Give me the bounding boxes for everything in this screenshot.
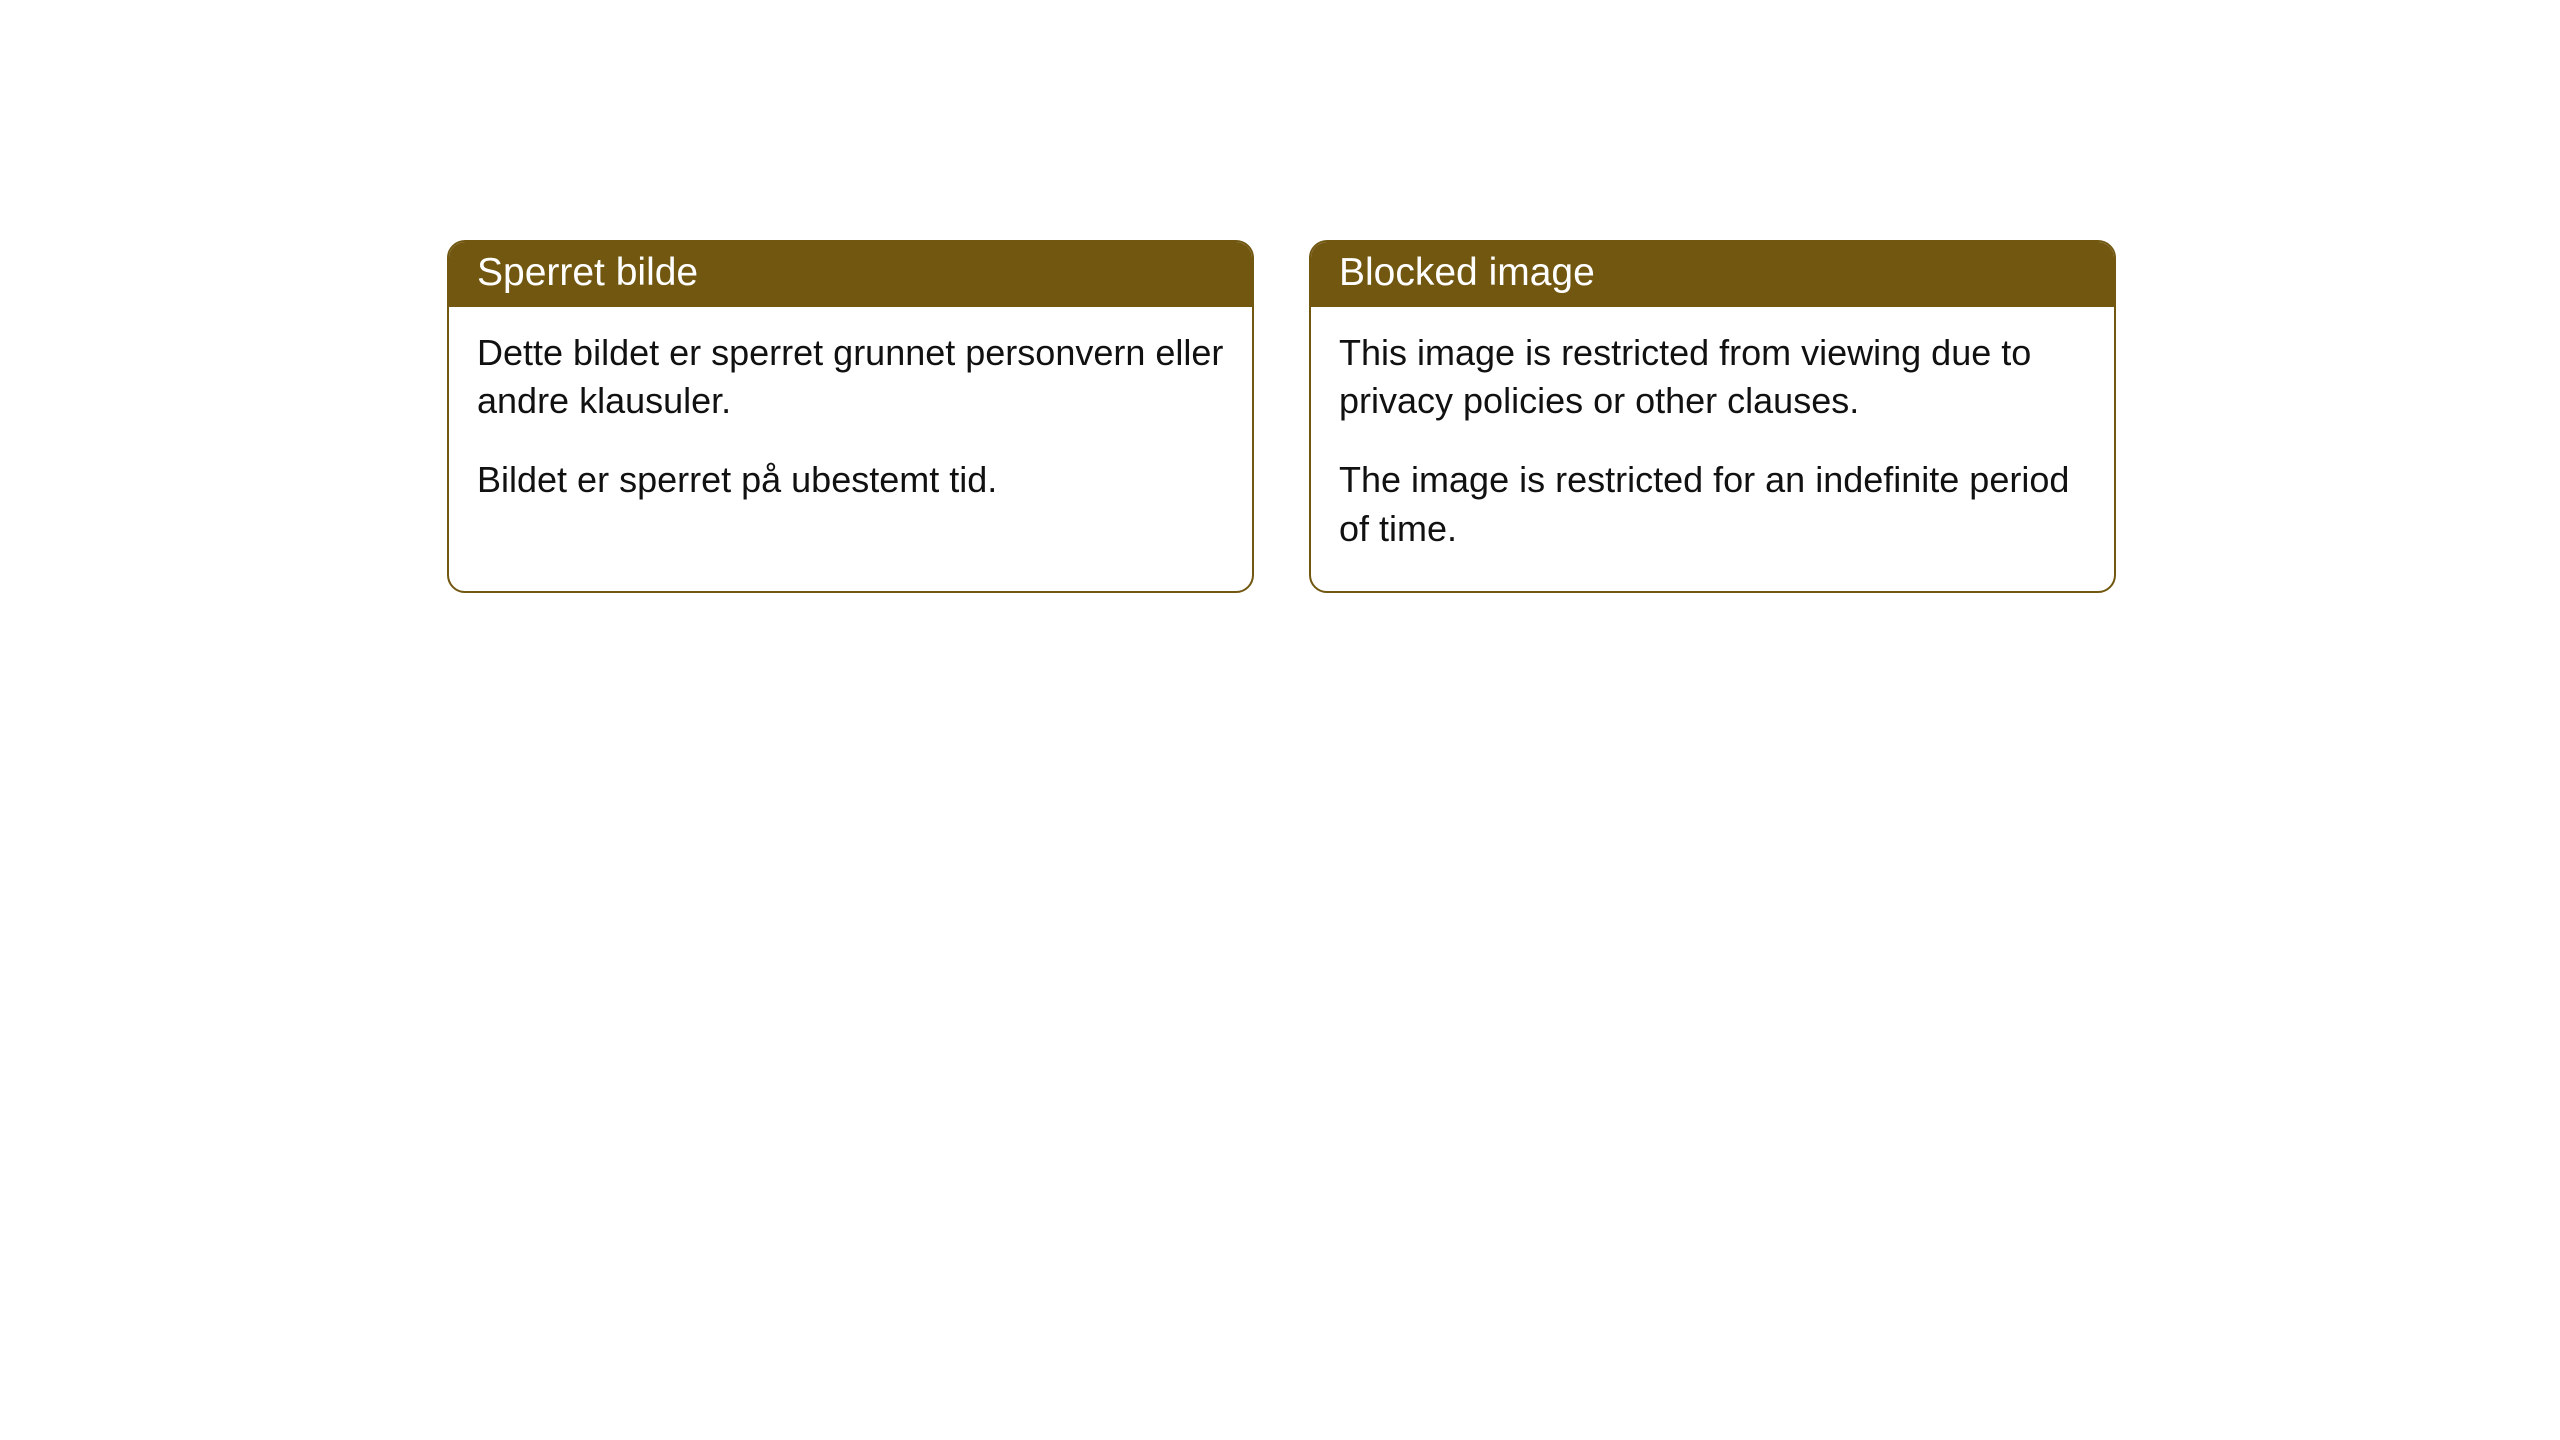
card-paragraph: Dette bildet er sperret grunnet personve… (477, 329, 1224, 426)
card-header: Sperret bilde (449, 242, 1252, 307)
notice-card-norwegian: Sperret bilde Dette bildet er sperret gr… (447, 240, 1254, 593)
card-paragraph: The image is restricted for an indefinit… (1339, 456, 2086, 553)
card-body: Dette bildet er sperret grunnet personve… (449, 307, 1252, 543)
card-header: Blocked image (1311, 242, 2114, 307)
card-paragraph: This image is restricted from viewing du… (1339, 329, 2086, 426)
notice-card-english: Blocked image This image is restricted f… (1309, 240, 2116, 593)
card-body: This image is restricted from viewing du… (1311, 307, 2114, 591)
notice-cards-container: Sperret bilde Dette bildet er sperret gr… (447, 240, 2116, 593)
card-paragraph: Bildet er sperret på ubestemt tid. (477, 456, 1224, 505)
